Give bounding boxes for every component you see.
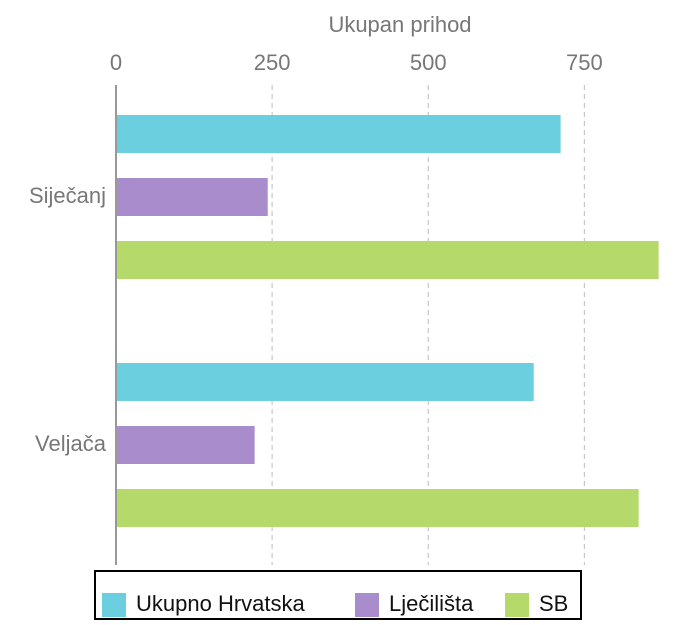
bar: [116, 489, 639, 527]
legend-swatch: [355, 593, 379, 617]
y-tick-label: Siječanj: [29, 183, 106, 208]
x-tick-label: 500: [410, 50, 447, 75]
x-tick-label: 750: [566, 50, 603, 75]
x-tick-label: 250: [254, 50, 291, 75]
legend-label: SB: [539, 591, 568, 616]
bar: [116, 178, 268, 216]
legend-label: Lječilišta: [389, 591, 474, 616]
bar: [116, 241, 659, 279]
legend-swatch: [505, 593, 529, 617]
bar: [116, 426, 255, 464]
bar: [116, 363, 534, 401]
y-tick-label: Veljača: [35, 431, 107, 456]
legend-label: Ukupno Hrvatska: [136, 591, 306, 616]
legend-box: [94, 570, 582, 620]
bar: [116, 115, 561, 153]
x-axis-title: Ukupan prihod: [328, 12, 471, 37]
x-tick-label: 0: [110, 50, 122, 75]
legend-swatch: [102, 593, 126, 617]
